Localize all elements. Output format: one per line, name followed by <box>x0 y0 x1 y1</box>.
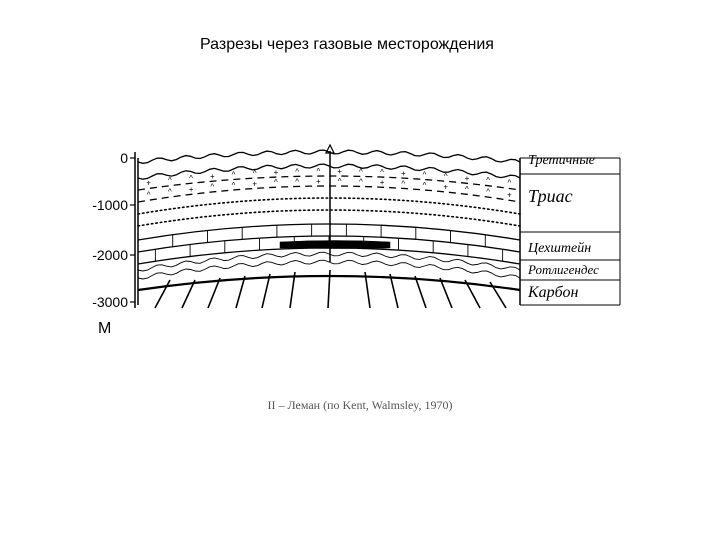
layer-trias_dots_top <box>138 198 520 214</box>
pattern-symbol: ^ <box>380 168 384 177</box>
cross-section-diagram: +^^+^^+^^+^^+^^+^^^^+^^+^^+^^+^^+^^+ 0-1… <box>80 140 640 360</box>
stratigraphy-label: Триас <box>528 186 573 207</box>
pattern-symbol: + <box>274 168 279 177</box>
pattern-symbol: ^ <box>423 181 427 190</box>
axis-unit: М <box>98 320 111 338</box>
axis-tick: -3000 <box>78 294 128 310</box>
pattern-symbol: ^ <box>338 177 342 186</box>
pattern-symbol: ^ <box>317 167 321 176</box>
axis-tick: 0 <box>78 150 128 166</box>
pattern-symbol: + <box>337 167 342 176</box>
pattern-symbol: ^ <box>253 169 257 178</box>
stratigraphy-label: Ротлигендес <box>528 262 599 278</box>
layer-tertiary_bot <box>138 164 520 179</box>
axis-tick: -2000 <box>78 247 128 263</box>
pattern-symbol: ^ <box>401 179 405 188</box>
gas-reservoir <box>280 241 390 249</box>
fault-line <box>390 274 398 308</box>
fault-line <box>262 274 270 308</box>
pattern-symbol: ^ <box>465 185 469 194</box>
layer-trias_dash2 <box>138 186 520 202</box>
pattern-symbol: + <box>252 179 257 188</box>
pattern-symbol: + <box>146 179 151 188</box>
pattern-symbol: ^ <box>359 177 363 186</box>
pattern-symbol: ^ <box>423 170 427 179</box>
pattern-symbol: + <box>507 190 512 199</box>
pattern-symbol: ^ <box>232 170 236 179</box>
fault-line <box>155 280 170 308</box>
pattern-symbol: ^ <box>486 187 490 196</box>
pattern-symbol: ^ <box>168 187 172 196</box>
page-title: Разрезы через газовые месторождения <box>200 36 494 54</box>
pattern-symbol: ^ <box>486 176 490 185</box>
pattern-symbol: ^ <box>147 190 151 199</box>
axis-tick: -1000 <box>78 197 128 213</box>
pattern-symbol: + <box>465 174 470 183</box>
fault-line <box>415 276 426 308</box>
layer-tertiary_top <box>138 150 520 163</box>
pattern-symbol: ^ <box>508 179 512 188</box>
pattern-symbol: ^ <box>295 177 299 186</box>
layer-trias_dash1 <box>138 176 520 190</box>
pattern-symbol: ^ <box>444 172 448 181</box>
pattern-symbol: ^ <box>189 174 193 183</box>
fault-line <box>236 276 245 308</box>
pattern-symbol: + <box>401 169 406 178</box>
pattern-symbol: + <box>189 185 194 194</box>
pattern-symbol: ^ <box>232 181 236 190</box>
stratigraphy-label: Карбон <box>528 284 578 302</box>
pattern-symbol: ^ <box>295 167 299 176</box>
stratigraphy-label: Цехштейн <box>528 241 591 257</box>
pattern-symbol: + <box>316 177 321 186</box>
pattern-symbol: + <box>380 178 385 187</box>
pattern-symbol: ^ <box>359 167 363 176</box>
pattern-symbol: ^ <box>168 176 172 185</box>
section-svg: +^^+^^+^^+^^+^^+^^^^+^^+^^+^^+^^+^^+ <box>80 140 640 340</box>
pattern-symbol: ^ <box>274 178 278 187</box>
figure-caption: II – Леман (по Kent, Walmsley, 1970) <box>0 398 720 413</box>
pattern-symbol: ^ <box>210 183 214 192</box>
pattern-symbol: + <box>210 172 215 181</box>
stratigraphy-label: Третичные <box>528 153 595 169</box>
pattern-symbol: + <box>443 183 448 192</box>
